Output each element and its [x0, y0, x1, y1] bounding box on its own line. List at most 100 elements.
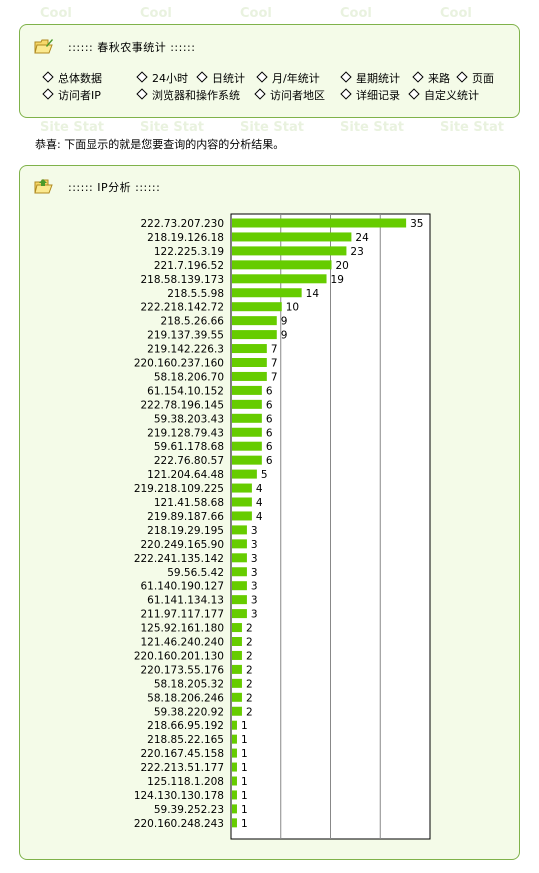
value-label: 4 — [256, 497, 263, 509]
value-label: 1 — [241, 748, 248, 760]
value-label: 3 — [251, 581, 258, 593]
data-bar — [232, 413, 262, 423]
nav-link[interactable]: 浏览器和操作系统 — [136, 87, 240, 103]
ip-label: 222.241.135.142 — [134, 553, 224, 565]
data-bar — [232, 302, 282, 312]
data-bar — [232, 650, 242, 660]
diamond-bullet-icon — [340, 71, 352, 83]
panel-title: :::::: IP分析 :::::: — [68, 181, 161, 194]
ip-label: 222.73.207.230 — [141, 218, 225, 230]
nav-link[interactable]: 访问者IP — [42, 87, 101, 103]
nav-link-label: 页面 — [472, 72, 494, 85]
nav-link[interactable]: 访问者地区 — [254, 87, 325, 103]
data-bar — [232, 664, 242, 674]
ip-label: 218.19.126.18 — [147, 232, 224, 244]
ip-label: 61.154.10.152 — [147, 385, 224, 397]
watermark-text: Cool — [140, 6, 172, 21]
data-bar — [232, 567, 247, 577]
value-label: 9 — [281, 316, 288, 328]
nav-link-label: 日统计 — [212, 72, 245, 85]
nav-link[interactable]: 总体数据 — [42, 70, 102, 86]
nav-link-label: 详细记录 — [356, 89, 400, 102]
nav-link[interactable]: 自定义统计 — [408, 87, 479, 103]
value-label: 2 — [246, 692, 253, 704]
diamond-bullet-icon — [256, 71, 268, 83]
value-label: 35 — [410, 218, 423, 230]
value-label: 1 — [241, 776, 248, 788]
value-label: 2 — [246, 650, 253, 662]
ip-label: 61.141.134.13 — [147, 595, 224, 607]
nav-link-label: 访问者IP — [58, 89, 101, 102]
nav-link-label: 星期统计 — [356, 72, 400, 85]
value-label: 2 — [246, 664, 253, 676]
watermark-text: Cool — [40, 6, 72, 21]
value-label: 1 — [241, 804, 248, 816]
ip-label: 220.249.165.90 — [141, 539, 225, 551]
data-bar — [232, 776, 237, 786]
value-label: 6 — [266, 413, 273, 425]
data-bar — [232, 706, 242, 716]
data-bar — [232, 678, 242, 688]
data-bar — [232, 818, 237, 828]
ip-label: 125.118.1.208 — [147, 776, 224, 788]
value-label: 6 — [266, 455, 273, 467]
data-bar — [232, 427, 262, 437]
data-bar — [232, 385, 262, 395]
nav-link-label: 24小时 — [152, 72, 188, 85]
nav-link[interactable]: 日统计 — [196, 70, 245, 86]
value-label: 2 — [246, 637, 253, 649]
value-label: 7 — [271, 344, 278, 356]
nav-link[interactable]: 月/年统计 — [256, 70, 320, 86]
ip-label: 59.39.252.23 — [154, 804, 224, 816]
ip-label: 218.5.5.98 — [167, 288, 224, 300]
ip-label: 59.56.5.42 — [167, 567, 224, 579]
data-bar — [232, 344, 267, 354]
nav-link-label: 来路 — [428, 72, 450, 85]
nav-link-label: 总体数据 — [58, 72, 102, 85]
watermark-text: Cool — [340, 6, 372, 21]
ip-label: 222.218.142.72 — [141, 302, 225, 314]
data-bar — [232, 288, 302, 298]
data-bar — [232, 623, 242, 633]
data-bar — [232, 637, 242, 646]
nav-link-label: 自定义统计 — [424, 89, 479, 102]
value-label: 3 — [251, 553, 258, 565]
value-label: 2 — [246, 706, 253, 718]
diamond-bullet-icon — [196, 71, 208, 83]
nav-link[interactable]: 详细记录 — [340, 87, 400, 103]
folder-edit-icon — [34, 37, 54, 54]
data-bar — [232, 748, 237, 758]
diamond-bullet-icon — [456, 71, 468, 83]
nav-link[interactable]: 星期统计 — [340, 70, 400, 86]
data-bar — [232, 469, 257, 479]
folder-open-icon — [34, 177, 54, 194]
ip-label: 219.128.79.43 — [147, 427, 224, 439]
panel-title: :::::: 春秋农事统计 :::::: — [68, 41, 196, 54]
data-bar — [232, 525, 247, 535]
data-bar — [232, 483, 252, 493]
nav-link-label: 访问者地区 — [270, 89, 325, 102]
diamond-bullet-icon — [42, 71, 54, 83]
ip-label: 218.85.22.165 — [147, 734, 224, 746]
value-label: 6 — [266, 427, 273, 439]
watermark-text: Cool — [440, 6, 472, 21]
data-bar — [232, 218, 407, 228]
value-label: 20 — [336, 260, 349, 272]
nav-link[interactable]: 页面 — [456, 70, 494, 86]
nav-link[interactable]: 来路 — [412, 70, 450, 86]
watermark-text: Site Stat — [440, 120, 504, 135]
data-bar — [232, 371, 267, 381]
data-bar — [232, 790, 237, 800]
data-bar — [232, 720, 237, 730]
value-label: 1 — [241, 818, 248, 830]
diamond-bullet-icon — [408, 88, 420, 100]
diamond-bullet-icon — [412, 71, 424, 83]
nav-link[interactable]: 24小时 — [136, 70, 188, 86]
watermark-text: Site Stat — [140, 120, 204, 135]
value-label: 4 — [256, 511, 263, 523]
diamond-bullet-icon — [254, 88, 266, 100]
nav-link-label: 浏览器和操作系统 — [152, 89, 240, 102]
ip-label: 121.46.240.240 — [141, 637, 225, 649]
ip-label: 218.58.139.173 — [141, 274, 225, 286]
